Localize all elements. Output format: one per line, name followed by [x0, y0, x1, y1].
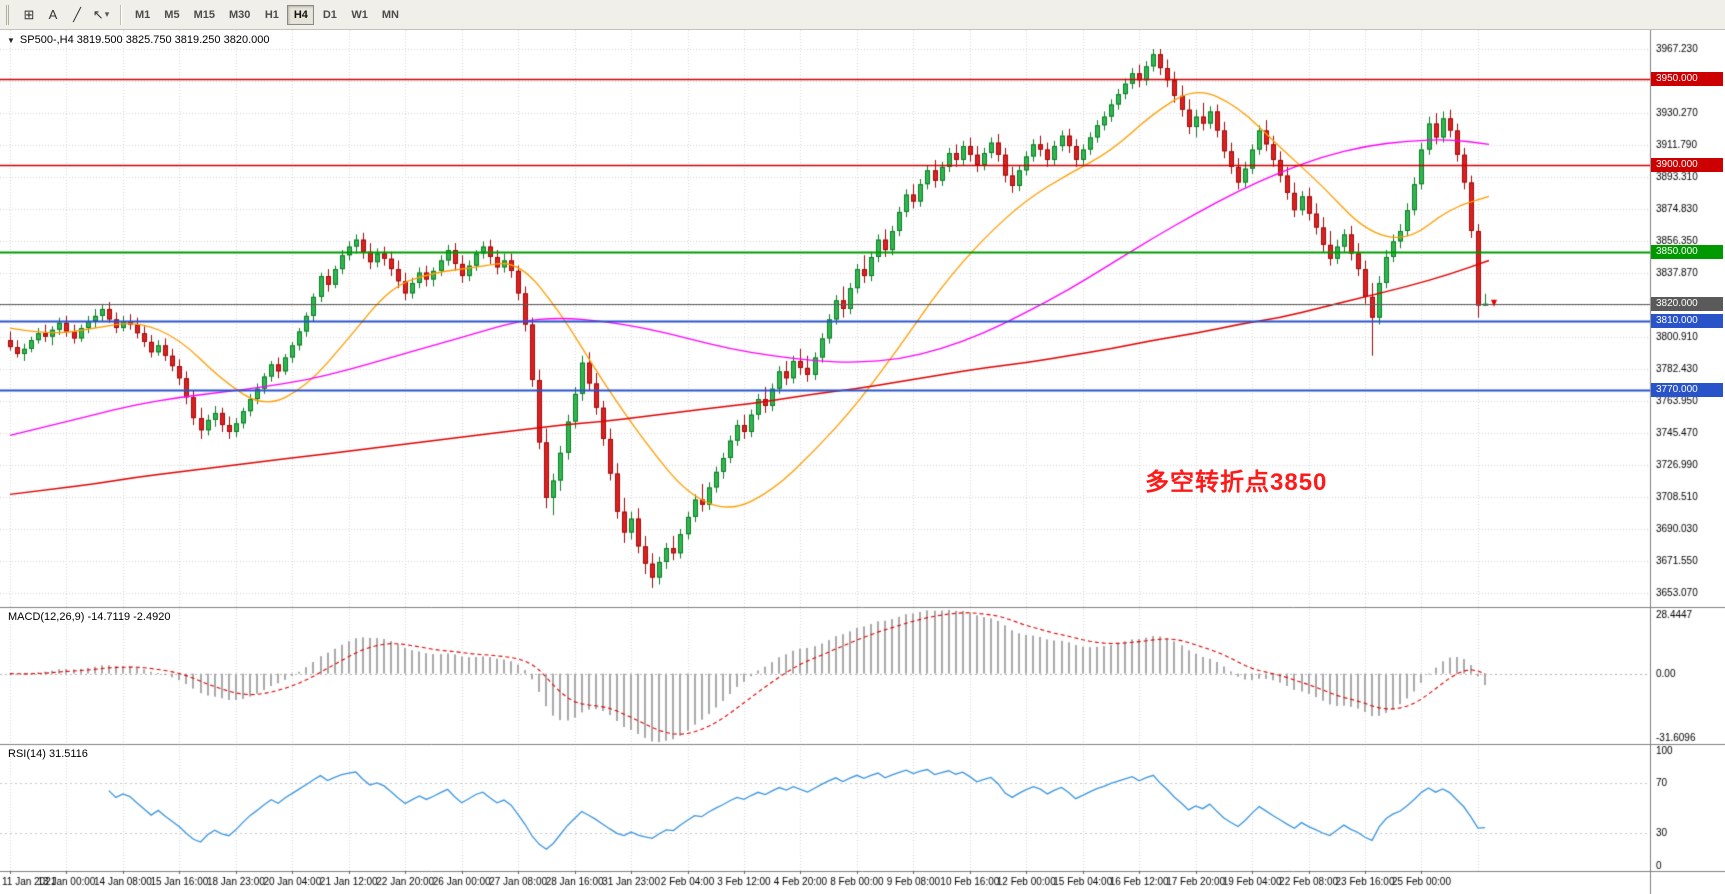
macd-indicator-label: MACD(12,26,9) -14.7119 -2.4920 [8, 611, 171, 623]
drawing-tools-group: ⊞ A ╱ ↖ ▾ [17, 4, 113, 26]
timeframe-button-mn[interactable]: MN [376, 5, 405, 25]
trendline-tool-button[interactable]: ╱ [65, 4, 89, 26]
timeframe-button-m5[interactable]: M5 [158, 5, 185, 25]
rsi-indicator-label: RSI(14) 31.5116 [8, 748, 88, 760]
symbol-ohlc-text: SP500-,H4 3819.500 3825.750 3819.250 382… [19, 34, 270, 46]
price-chart-canvas[interactable] [0, 30, 1725, 894]
chart-annotation-text: 多空转折点3850 [1145, 469, 1328, 496]
crosshair-tool-button[interactable]: ⊞ [17, 4, 41, 26]
price-level-badge: 3850.000 [1651, 244, 1723, 259]
toolbar-grip-handle[interactable] [6, 4, 11, 25]
price-level-badge: 3950.000 [1651, 71, 1723, 86]
price-level-badge: 3810.000 [1651, 314, 1723, 329]
arrows-tool-button[interactable]: ↖ ▾ [89, 4, 113, 26]
timeframe-button-w1[interactable]: W1 [345, 5, 374, 25]
symbol-ohlc-line: ▼ SP500-,H4 3819.500 3825.750 3819.250 3… [7, 34, 269, 46]
arrows-tool-icon: ↖ [92, 6, 104, 22]
timeframe-button-h4[interactable]: H4 [287, 4, 315, 25]
timeframe-button-m30[interactable]: M30 [223, 5, 256, 25]
chart-collapse-icon[interactable]: ▼ [7, 35, 15, 45]
timeframe-button-m15[interactable]: M15 [188, 5, 221, 25]
timeframe-button-h1[interactable]: H1 [258, 5, 285, 25]
timeframe-button-m1[interactable]: M1 [129, 5, 156, 25]
dropdown-caret-icon: ▾ [104, 9, 110, 19]
crosshair-tool-icon: ⊞ [23, 6, 35, 22]
trendline-tool-icon: ╱ [73, 6, 81, 22]
timeframe-buttons-group: M1 M5 M15 M30 H1 H4 D1 W1 MN [128, 4, 406, 25]
text-tool-icon: A [48, 7, 58, 22]
price-level-badge: 3900.000 [1651, 158, 1723, 173]
current-price-badge: 3820.000 [1651, 296, 1723, 311]
toolbar: ⊞ A ╱ ↖ ▾ M1 M5 M15 M30 H1 H4 D1 W1 MN [0, 0, 1725, 30]
toolbar-separator [120, 4, 121, 25]
text-tool-button[interactable]: A [41, 4, 65, 26]
timeframe-button-d1[interactable]: D1 [316, 5, 343, 25]
price-level-badge: 3770.000 [1651, 383, 1723, 398]
